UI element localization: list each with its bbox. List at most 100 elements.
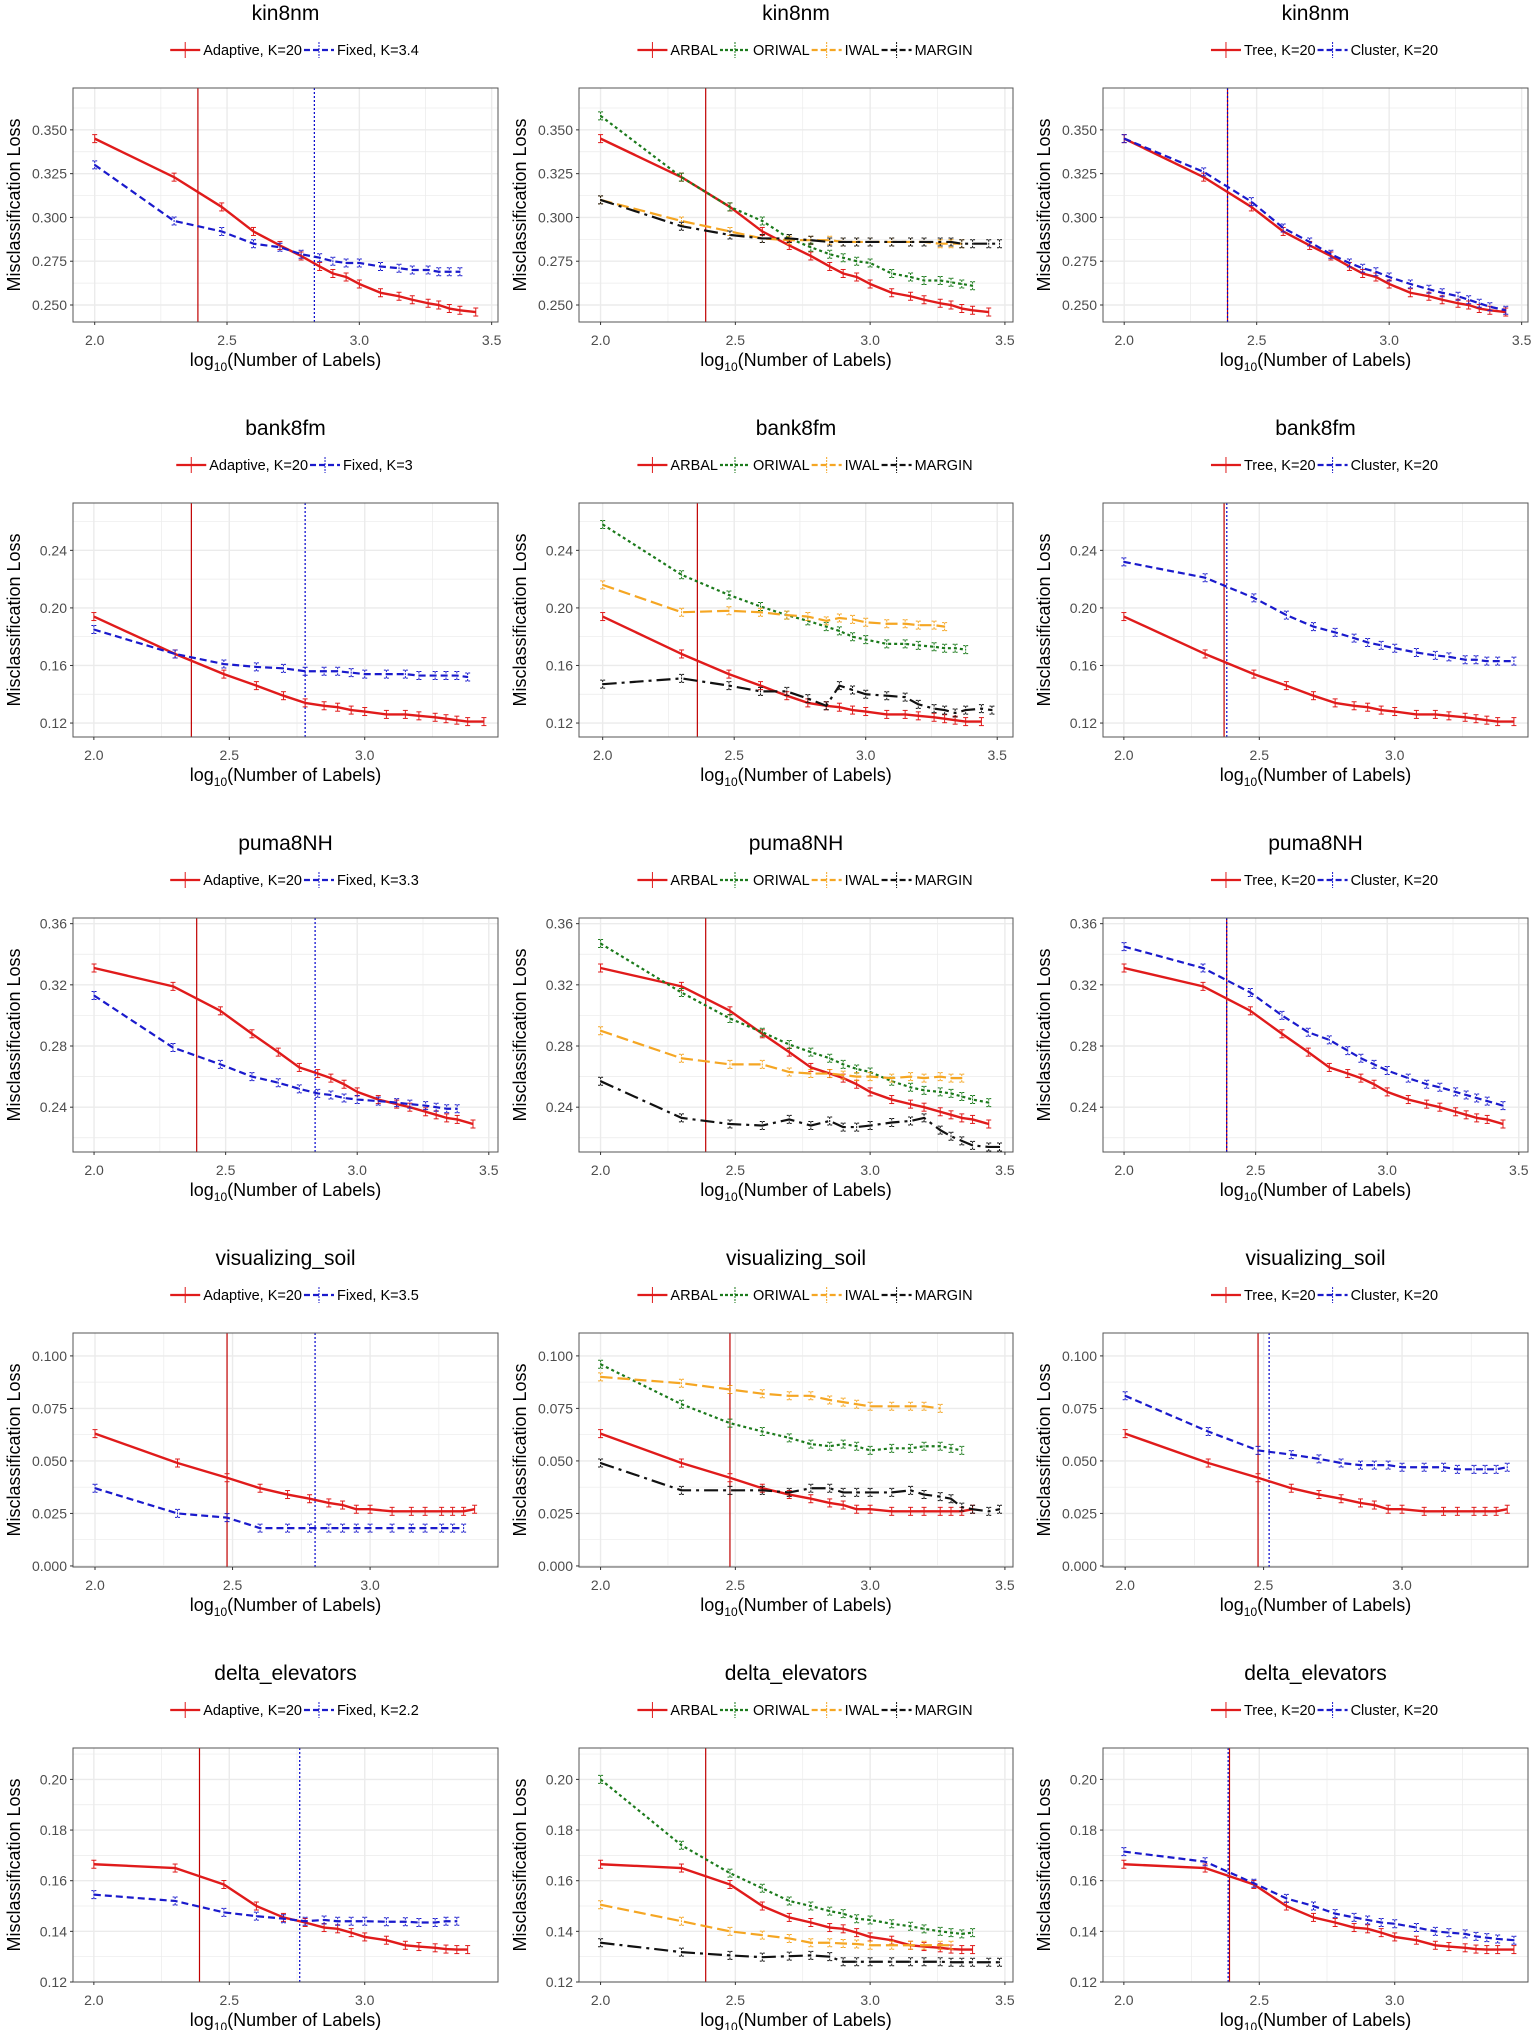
x-axis-title-subscript: 10 <box>214 360 228 374</box>
legend-label: Fixed, K=3 <box>343 458 413 474</box>
x-axis-title-suffix: (Number of Labels) <box>738 765 892 785</box>
grid <box>73 1333 498 1567</box>
x-axis-title-subscript: 10 <box>1244 360 1258 374</box>
chart-panel: puma8NH 2.0 2.5 3.0 3.5 0.24 0.28 0.32 0.36 log10… <box>510 832 1015 1204</box>
x-axis-title-subscript: 10 <box>724 775 738 789</box>
y-tick-label: 0.350 <box>32 122 67 138</box>
x-tick-label: 3.5 <box>995 1992 1015 2008</box>
y-tick-label: 0.275 <box>1062 253 1097 269</box>
x-axis-title-prefix: log <box>700 1180 724 1200</box>
legend-label: Tree, K=20 <box>1244 873 1316 889</box>
x-axis-title-prefix: log <box>1220 2010 1244 2030</box>
y-tick-label: 0.250 <box>32 297 67 313</box>
legend-item: Fixed, K=2.2 <box>303 1702 419 1719</box>
x-axis-title: log10(Number of Labels) <box>1220 765 1411 789</box>
series-iwal <box>598 1900 954 1950</box>
y-tick-label: 0.12 <box>40 715 67 731</box>
legend-item: Adaptive, K=20 <box>170 42 302 59</box>
x-tick-label: 2.0 <box>85 1577 105 1593</box>
y-tick-label: 0.16 <box>1070 1873 1097 1889</box>
series-adaptive-k-20 <box>92 134 479 317</box>
series-line <box>600 966 990 1126</box>
x-tick-label: 3.0 <box>1385 747 1405 763</box>
legend-label: MARGIN <box>915 1288 973 1304</box>
y-axis-title: Misclassification Loss <box>510 533 530 706</box>
x-axis-title-prefix: log <box>190 350 214 370</box>
x-tick-label: 2.0 <box>591 1577 611 1593</box>
y-axis-title: Misclassification Loss <box>4 1778 24 1951</box>
series-iwal <box>598 1372 943 1413</box>
plot-background <box>1103 503 1528 737</box>
x-axis-title: log10(Number of Labels) <box>190 2010 381 2030</box>
legend-item: Adaptive, K=20 <box>170 1287 302 1304</box>
x-axis-title-subscript: 10 <box>1244 1190 1258 1204</box>
legend-label: ARBAL <box>670 1703 718 1719</box>
legend-item: Adaptive, K=20 <box>176 457 308 474</box>
x-tick-label: 2.0 <box>591 1162 611 1178</box>
y-tick-label: 0.24 <box>40 1099 67 1115</box>
x-tick-label: 3.0 <box>1385 1992 1405 2008</box>
x-axis-title-prefix: log <box>190 2010 214 2030</box>
legend-label: IWAL <box>845 1703 880 1719</box>
legend-item: MARGIN <box>881 1287 973 1304</box>
x-axis-title-suffix: (Number of Labels) <box>1257 1595 1411 1615</box>
plot-background <box>73 503 498 737</box>
series-line <box>1123 966 1504 1126</box>
legend: Tree, K=20 Cluster, K=20 <box>1210 872 1438 889</box>
y-tick-label: 0.12 <box>546 715 573 731</box>
x-axis-title-prefix: log <box>1220 765 1244 785</box>
legend-item: ARBAL <box>637 1702 718 1719</box>
y-tick-label: 0.250 <box>538 297 573 313</box>
x-tick-label: 3.0 <box>860 1992 880 2008</box>
y-tick-label: 0.000 <box>1062 1558 1097 1574</box>
y-tick-label: 0.325 <box>32 166 67 182</box>
legend-item: Fixed, K=3.5 <box>303 1287 419 1304</box>
x-tick-label: 3.5 <box>1512 332 1532 348</box>
x-tick-label: 2.5 <box>223 1577 243 1593</box>
legend: Tree, K=20 Cluster, K=20 <box>1210 1287 1438 1304</box>
y-tick-label: 0.12 <box>546 1974 573 1990</box>
x-axis-title-suffix: (Number of Labels) <box>227 765 381 785</box>
legend-label: Cluster, K=20 <box>1351 1288 1438 1304</box>
legend-item: Tree, K=20 <box>1210 1702 1316 1719</box>
series-arbal <box>598 134 992 317</box>
x-axis-title: log10(Number of Labels) <box>700 350 891 374</box>
x-axis-title-suffix: (Number of Labels) <box>1257 350 1411 370</box>
series-line <box>94 163 460 273</box>
x-axis-title-suffix: (Number of Labels) <box>738 2010 892 2030</box>
y-tick-label: 0.325 <box>538 166 573 182</box>
series-oriwal <box>598 111 976 291</box>
y-tick-label: 0.100 <box>1062 1348 1097 1364</box>
y-tick-label: 0.36 <box>40 916 67 932</box>
plot-background <box>1103 88 1528 322</box>
x-tick-label: 2.0 <box>84 1162 104 1178</box>
x-axis-title-suffix: (Number of Labels) <box>227 350 381 370</box>
y-tick-label: 0.075 <box>1062 1400 1097 1416</box>
plot-background <box>579 918 1013 1152</box>
x-tick-label: 2.5 <box>220 1992 240 2008</box>
grid <box>73 503 498 737</box>
plot-background <box>579 88 1013 322</box>
chart-panel: kin8nm 2.0 2.5 3.0 3.5 0.250 0.275 0.300 0.325 0.… <box>4 2 502 374</box>
series-fixed-k-2-2 <box>91 1890 460 1927</box>
chart-title: puma8NH <box>1268 832 1363 855</box>
x-tick-label: 2.0 <box>1114 1162 1134 1178</box>
plot-border <box>578 87 1014 323</box>
legend: Adaptive, K=20 Fixed, K=3.3 <box>170 872 419 889</box>
x-axis-title: log10(Number of Labels) <box>190 765 381 789</box>
x-axis-title-prefix: log <box>1220 1180 1244 1200</box>
chart-panel: bank8fm 2.0 2.5 3.0 0.12 0.16 0.20 0.24 log10(Nu… <box>1034 417 1529 789</box>
y-tick-label: 0.28 <box>40 1038 67 1054</box>
legend-item: ARBAL <box>637 42 718 59</box>
series-line <box>1123 137 1506 312</box>
legend-label: MARGIN <box>915 873 973 889</box>
y-tick-label: 0.24 <box>40 542 67 558</box>
legend-item: IWAL <box>811 1287 880 1304</box>
legend-label: IWAL <box>845 458 880 474</box>
chart-title: delta_elevators <box>1244 1662 1386 1685</box>
y-tick-label: 0.275 <box>538 253 573 269</box>
legend-item: ORIWAL <box>719 42 810 59</box>
series-line <box>1124 1394 1508 1471</box>
legend-item: Tree, K=20 <box>1210 42 1316 59</box>
legend-item: Cluster, K=20 <box>1317 1702 1438 1719</box>
